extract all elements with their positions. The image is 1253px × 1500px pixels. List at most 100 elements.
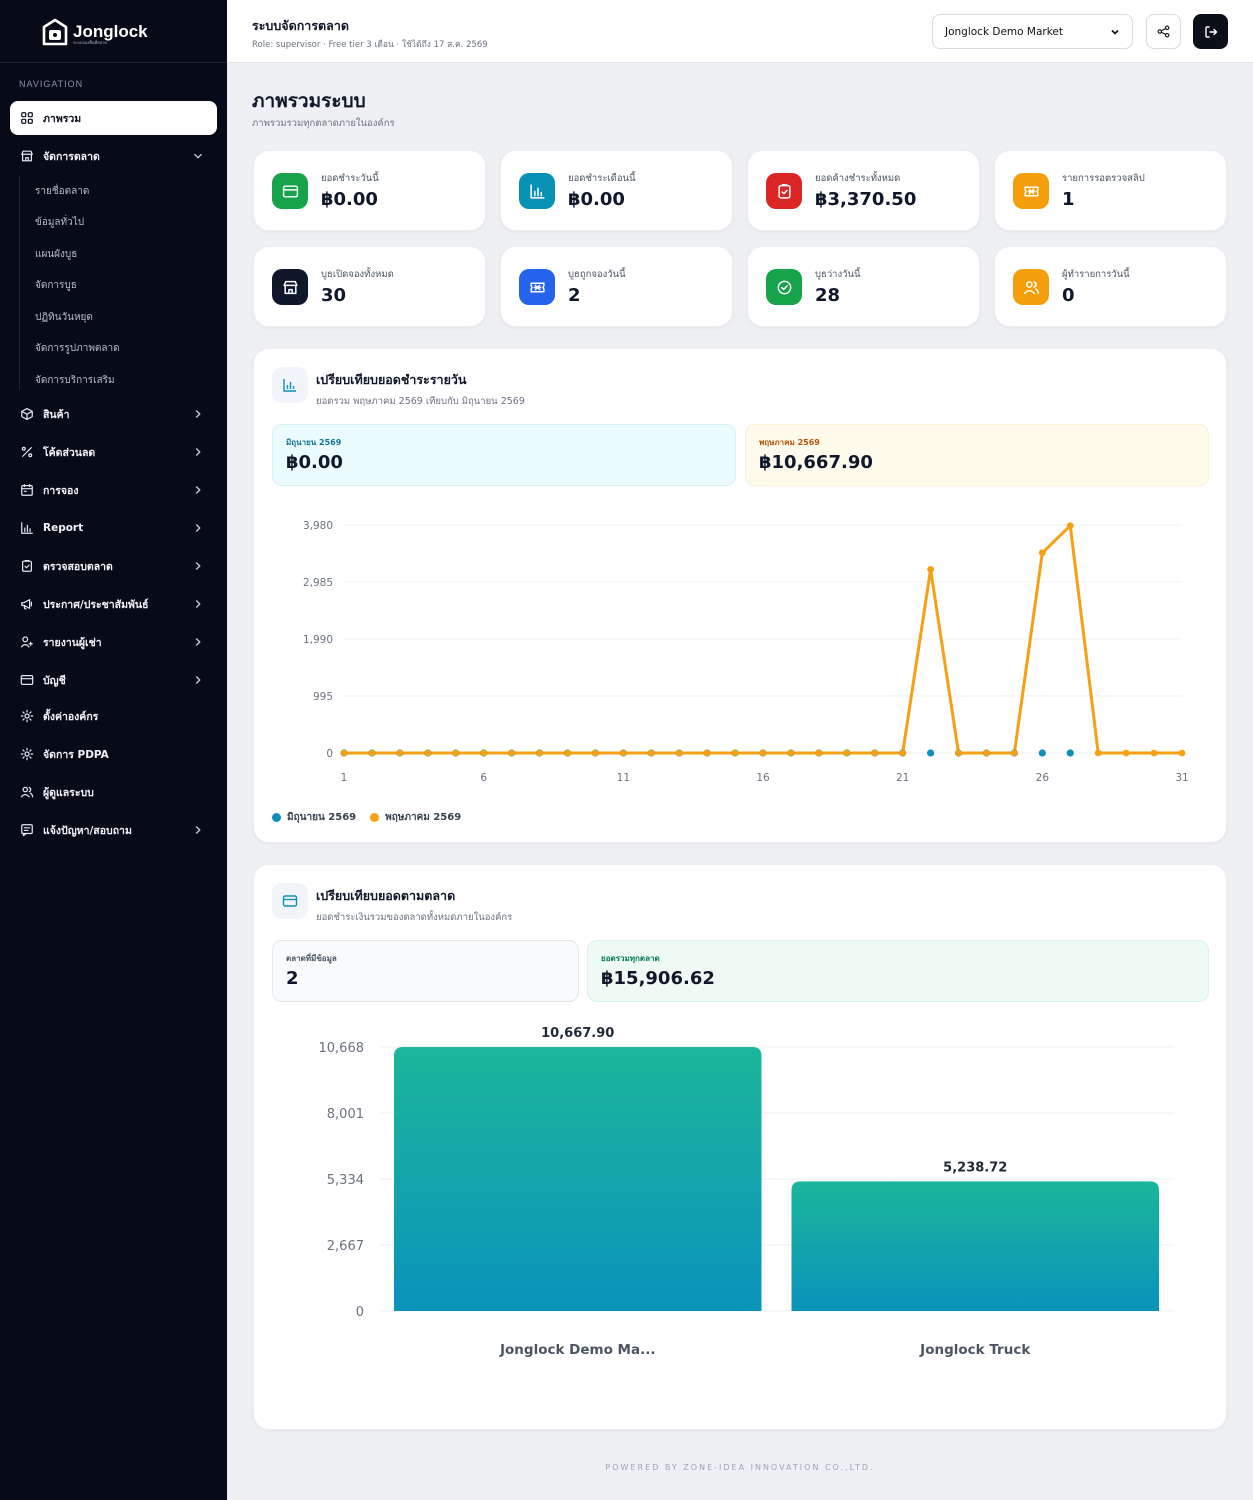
data-point-may [564, 749, 571, 757]
sidebar-item-5[interactable]: Report [10, 511, 217, 545]
market-chart-title: เปรียบเทียบยอดตามตลาด [316, 888, 456, 903]
sidebar-item-13[interactable]: แจ้งปัญหา/สอบถาม [10, 813, 217, 847]
stat-icon-box [766, 269, 802, 305]
brand-name: Jonglock [73, 22, 148, 41]
y-tick-label: 10,668 [319, 1041, 365, 1056]
stat-label: ยอดชำระเดือนนี้ [568, 173, 636, 184]
sidebar-item-label: สินค้า [43, 408, 70, 421]
stat-label: บูธเปิดจองทั้งหมด [321, 269, 394, 280]
may-total-label: พฤษภาคม 2569 [759, 438, 820, 447]
sidebar-item-6[interactable]: ตรวจสอบตลาด [10, 549, 217, 583]
bar-chart-icon-wrap [20, 521, 34, 535]
user-report-icon-wrap [20, 635, 34, 649]
data-point-may [815, 749, 823, 757]
submenu-item-3[interactable]: จัดการบูธ [35, 280, 77, 291]
bar-chart-icon [529, 183, 545, 199]
sidebar-item-1[interactable]: จัดการตลาด [10, 139, 217, 173]
message-icon-wrap [20, 823, 34, 837]
submenu-item-2[interactable]: แผนผังบูธ [35, 249, 78, 260]
data-point-may [452, 749, 460, 757]
lock-logo-icon [42, 18, 68, 46]
market-section-icon [272, 883, 308, 919]
legend-label-june: มิถุนายน 2569 [287, 812, 357, 823]
sidebar-item-label: บัญชี [43, 674, 66, 687]
y-tick-label: 3,980 [303, 520, 333, 532]
june-total-value: ฿0.00 [286, 452, 343, 473]
users-icon [1023, 280, 1039, 294]
market-select[interactable]: Jonglock Demo Market [932, 14, 1133, 49]
data-point-may [536, 749, 543, 757]
chevron-right-icon [195, 448, 201, 456]
stat-value: 30 [321, 285, 347, 306]
stat-value: ฿0.00 [568, 189, 625, 210]
percent-icon-wrap [20, 445, 34, 459]
stat-value: 28 [815, 285, 841, 306]
x-tick-label: 11 [617, 772, 630, 784]
june-total-label: มิถุนายน 2569 [286, 438, 342, 447]
submenu-item-4[interactable]: ปฏิทินวันหยุด [35, 312, 93, 323]
sidebar-item-label: ประกาศ/ประชาสัมพันธ์ [43, 598, 149, 611]
stat-label: ผู้ทำรายการวันนี้ [1062, 269, 1130, 280]
x-tick-label: 26 [1036, 772, 1050, 784]
stat-label: ยอดชำระวันนี้ [321, 173, 379, 184]
submenu-item-0[interactable]: รายชื่อตลาด [35, 186, 90, 197]
sidebar-item-7[interactable]: ประกาศ/ประชาสัมพันธ์ [10, 587, 217, 621]
sidebar-item-label: การจอง [43, 484, 79, 497]
data-point-june [1038, 749, 1046, 757]
brand-logo[interactable]: Jonglock ระบบจองพื้นที่ตลาด [42, 16, 148, 48]
data-point-may [508, 749, 515, 757]
logout-button[interactable] [1193, 14, 1228, 49]
card-icon [282, 895, 298, 907]
sidebar-item-9[interactable]: บัญชี [10, 663, 217, 697]
users-icon [20, 786, 34, 798]
market-count-pill: ตลาดที่มีข้อมูล 2 [272, 940, 579, 1002]
stat-value: ฿3,370.50 [815, 189, 917, 210]
submenu-guide-line [19, 176, 20, 390]
legend-item-may[interactable]: พฤษภาคม 2569 [370, 810, 461, 825]
market-count-value: 2 [286, 968, 299, 989]
data-point-may [983, 749, 990, 757]
stat-value: 0 [1062, 285, 1075, 306]
y-tick-label: 8,001 [327, 1107, 364, 1122]
sidebar-item-label: โค้ดส่วนลด [43, 446, 96, 459]
chevron-right-icon [195, 826, 201, 834]
submenu-item-5[interactable]: จัดการรูปภาพตลาด [35, 343, 120, 354]
share-button[interactable] [1146, 14, 1181, 49]
clipboard-check-icon-wrap [20, 559, 34, 573]
sidebar-item-12[interactable]: ผู้ดูแลระบบ [10, 775, 217, 809]
y-tick-label: 995 [313, 691, 333, 703]
submenu-item-6[interactable]: จัดการบริการเสริม [35, 375, 115, 386]
box-icon [21, 407, 33, 421]
data-point-june [927, 749, 935, 757]
sidebar-item-10[interactable]: ตั้งค่าองค์กร [10, 699, 217, 733]
data-point-may [1011, 749, 1018, 757]
legend-item-june[interactable]: มิถุนายน 2569 [272, 810, 356, 825]
nav-heading: NAVIGATION [19, 79, 84, 89]
submenu-item-1[interactable]: ข้อมูลทั่วไป [35, 217, 85, 228]
percent-icon [21, 446, 33, 458]
data-point-may [787, 749, 795, 757]
sidebar: Jonglock ระบบจองพื้นที่ตลาด NAVIGATION ภ… [0, 0, 227, 1500]
chevron-down-icon [194, 153, 202, 159]
sidebar-item-0[interactable]: ภาพรวม [10, 101, 217, 135]
daily-chart-subtitle: ยอดรวม พฤษภาคม 2569 เทียบกับ มิถุนายน 25… [316, 396, 525, 407]
sidebar-item-4[interactable]: การจอง [10, 473, 217, 507]
message-icon [21, 824, 33, 837]
gear-icon [20, 709, 34, 723]
data-point-may [592, 749, 599, 757]
market-chart-subtitle: ยอดชำระเงินรวมของตลาดทั้งหมดภายในองค์กร [316, 912, 513, 923]
user-report-icon [20, 636, 33, 648]
data-point-may [871, 749, 879, 757]
chevron-right-icon [195, 562, 201, 570]
credit-card-icon [20, 675, 34, 685]
sidebar-item-3[interactable]: โค้ดส่วนลด [10, 435, 217, 469]
sidebar-item-8[interactable]: รายงานผู้เช่า [10, 625, 217, 659]
check-circle-icon [777, 280, 791, 294]
stat-card-2: ยอดค้างชำระทั้งหมด ฿3,370.50 [747, 150, 980, 231]
data-point-may [927, 565, 934, 573]
sidebar-item-11[interactable]: จัดการ PDPA [10, 737, 217, 771]
sidebar-item-2[interactable]: สินค้า [10, 397, 217, 431]
chevron-right-icon [195, 676, 201, 684]
legend-label-may: พฤษภาคม 2569 [385, 812, 462, 823]
sidebar-item-label: รายงานผู้เช่า [43, 636, 102, 649]
